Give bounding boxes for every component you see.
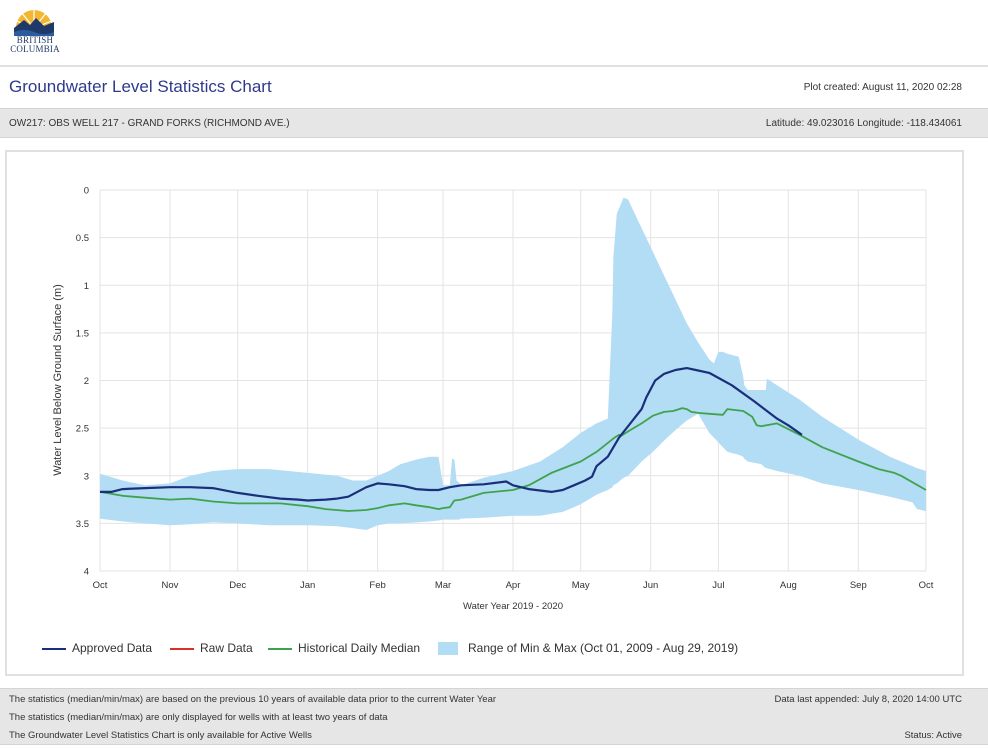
y-tick-label: 1 [84, 281, 89, 292]
legend-swatch-raw [170, 648, 194, 650]
x-tick-label: Dec [229, 580, 246, 591]
header-divider [0, 65, 988, 67]
footer-note: The statistics (median/min/max) are base… [9, 694, 497, 705]
footer-note: The statistics (median/min/max) are only… [9, 712, 388, 723]
legend-swatch-range [438, 642, 458, 655]
x-tick-label: Jul [712, 580, 724, 591]
range-area [100, 197, 926, 530]
footer-note: The Groundwater Level Statistics Chart i… [9, 730, 312, 741]
x-tick-label: Mar [435, 580, 451, 591]
x-tick-label: Feb [369, 580, 385, 591]
page-title: Groundwater Level Statistics Chart [9, 77, 272, 96]
y-tick-label: 0 [84, 186, 89, 197]
x-tick-label: May [572, 580, 590, 591]
x-tick-label: Sep [850, 580, 867, 591]
historical-daily-median-line [99, 407, 927, 512]
footer-notes: The statistics (median/min/max) are base… [0, 688, 988, 745]
legend-swatch-approved [42, 648, 66, 650]
x-tick-label: Oct [93, 580, 108, 591]
logo-line-2: COLUMBIA [10, 44, 60, 54]
range-min-max-area [100, 197, 926, 530]
y-tick-labels: 0 0.5 1 1.5 2 2.5 3 3.5 4 [76, 186, 89, 578]
x-tick-label: Jan [300, 580, 315, 591]
legend-label: Range of Min & Max (Oct 01, 2009 - Aug 2… [468, 641, 739, 655]
x-tick-label: Nov [162, 580, 179, 591]
x-tick-label: Jun [643, 580, 658, 591]
series-lines [99, 367, 927, 512]
x-tick-label: Aug [780, 580, 797, 591]
x-tick-labels: Oct Nov Dec Jan Feb Mar Apr May Jun Jul Aug Sep Oct [93, 580, 934, 591]
y-axis-title: Water Level Below Ground Surface (m) [52, 284, 64, 476]
y-tick-label: 2.5 [76, 424, 89, 435]
y-tick-label: 3 [84, 471, 89, 482]
well-coordinates: Latitude: 49.023016 Longitude: -118.4340… [765, 118, 962, 129]
y-tick-label: 0.5 [76, 233, 89, 244]
legend-label: Historical Daily Median [298, 641, 421, 655]
legend-swatch-median [268, 648, 292, 650]
sun-mountain-icon [13, 8, 55, 36]
well-name: OW217: OBS WELL 217 - GRAND FORKS (RICHM… [9, 118, 290, 129]
plot-created-timestamp: Plot created: August 11, 2020 02:28 [803, 82, 962, 93]
legend-label: Approved Data [72, 641, 153, 655]
y-tick-label: 4 [84, 567, 89, 578]
x-axis-title: Water Year 2019 - 2020 [463, 601, 563, 612]
x-tick-label: Oct [919, 580, 934, 591]
x-tick-label: Apr [506, 580, 521, 591]
data-last-appended: Data last appended: July 8, 2020 14:00 U… [774, 694, 962, 705]
well-info-bar: OW217: OBS WELL 217 - GRAND FORKS (RICHM… [0, 108, 988, 138]
y-tick-label: 1.5 [76, 328, 89, 339]
approved-data-line [100, 367, 803, 502]
y-tick-label: 2 [84, 376, 89, 387]
well-status: Status: Active [904, 730, 962, 741]
y-tick-label: 3.5 [76, 519, 89, 530]
bc-logo-text: BRITISH COLUMBIA [6, 36, 64, 54]
bc-logo: BRITISH COLUMBIA [6, 6, 62, 56]
legend-label: Raw Data [200, 641, 253, 655]
logo-line-1: BRITISH [16, 35, 54, 45]
